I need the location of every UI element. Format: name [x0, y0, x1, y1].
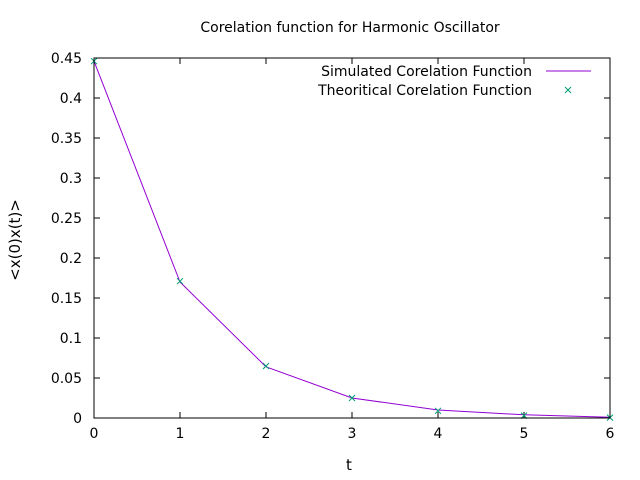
y-tick-label: 0.2 — [60, 251, 82, 267]
y-axis-label: <x(0)x(t)> — [6, 199, 24, 281]
y-tick-label: 0.35 — [51, 131, 82, 147]
legend-label-theoretical: Theoritical Corelation Function — [317, 83, 532, 99]
y-tick-label: 0 — [73, 411, 82, 427]
x-tick-label: 0 — [90, 426, 99, 442]
y-tick-label: 0.15 — [51, 291, 82, 307]
data-point-theoretical — [434, 407, 442, 415]
series-line-simulated — [93, 61, 611, 418]
y-tick-label: 0.45 — [51, 51, 82, 67]
plot-frame — [93, 57, 611, 419]
x-tick-label: 3 — [348, 426, 357, 442]
x-tick-label: 5 — [520, 426, 529, 442]
ticks-layer: 0 1 2 3 4 5 6 0 0.05 0.1 0.15 0.2 0.25 0.3 0.35 0.4 0.45 — [51, 51, 615, 442]
y-tick-label: 0.05 — [51, 371, 82, 387]
y-tick-label: 0.4 — [60, 91, 82, 107]
legend-label-simulated: Simulated Corelation Function — [321, 64, 532, 80]
data-point-theoretical — [348, 394, 356, 402]
y-tick-label: 0.3 — [60, 171, 82, 187]
data-point-theoretical — [176, 277, 184, 285]
chart-title: Corelation function for Harmonic Oscilla… — [200, 20, 500, 36]
x-tick-label: 4 — [434, 426, 443, 442]
x-tick-label: 1 — [176, 426, 185, 442]
legend: Simulated Corelation Function Theoritical… — [317, 64, 591, 99]
x-axis-label: t — [346, 456, 352, 474]
legend-marker-theoretical — [564, 86, 572, 94]
y-tick-label: 0.1 — [60, 331, 82, 347]
x-tick-label: 2 — [262, 426, 271, 442]
data-point-theoretical — [262, 362, 270, 370]
x-tick-label: 6 — [606, 426, 615, 442]
y-tick-label: 0.25 — [51, 211, 82, 227]
series-layer — [90, 57, 614, 421]
